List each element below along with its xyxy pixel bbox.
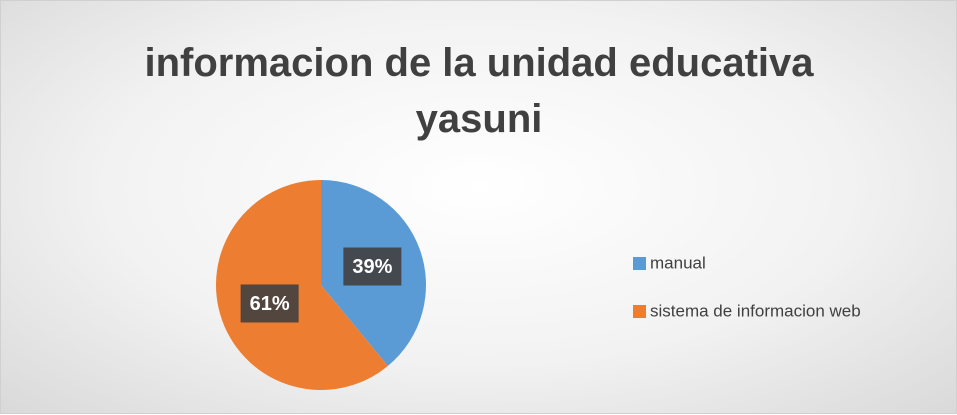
legend-swatch — [633, 305, 646, 318]
data-label: 39% — [352, 256, 392, 278]
data-label: 61% — [250, 293, 290, 315]
chart-title: informacion de la unidad educativa yasun… — [144, 41, 814, 141]
legend-label: sistema de informacion web — [650, 301, 861, 320]
data-label-box — [240, 284, 299, 323]
legend-label: manual — [650, 253, 706, 272]
legend-swatch — [633, 257, 646, 270]
data-label-box — [343, 247, 402, 286]
pie-slice — [216, 180, 388, 390]
